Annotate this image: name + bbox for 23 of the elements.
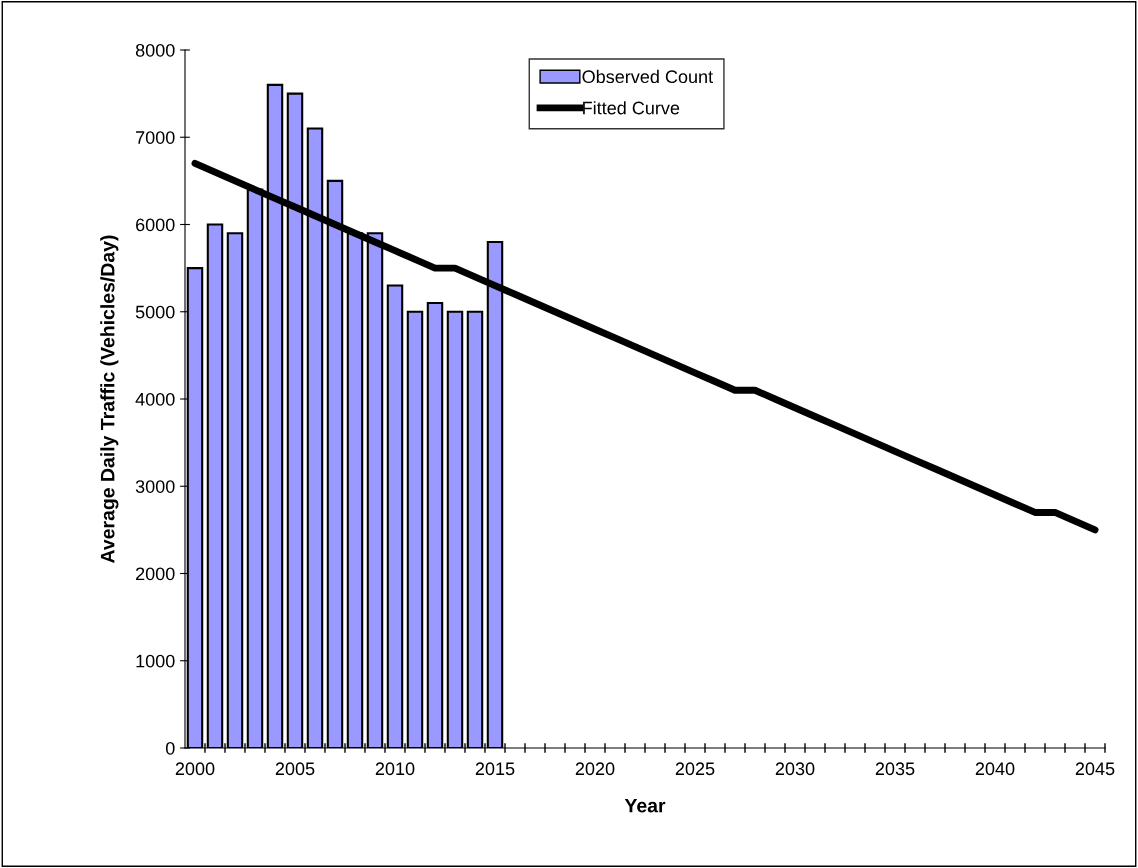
- y-tick-label: 5000: [135, 305, 175, 319]
- x-tick-label: 2020: [575, 762, 615, 776]
- y-tick-label: 1000: [136, 654, 175, 668]
- legend-label: Observed Count: [582, 69, 713, 84]
- y-tick-label: 8000: [135, 43, 175, 57]
- x-axis-title: Year: [624, 798, 666, 813]
- y-tick-label: 2000: [136, 567, 175, 581]
- y-tick-label: 3000: [135, 480, 175, 493]
- legend-label: Fitted Curve: [583, 101, 680, 115]
- x-tick-label: 2045: [1075, 762, 1115, 776]
- x-tick-label: 2010: [375, 762, 415, 776]
- y-tick-label: 4000: [135, 392, 175, 406]
- x-tick-label: 2035: [875, 762, 915, 776]
- x-tick-label: 2015: [475, 762, 515, 776]
- y-tick-label: 0: [165, 741, 175, 755]
- x-tick-label: 2040: [975, 762, 1015, 776]
- y-tick-label: 7000: [136, 131, 175, 144]
- x-tick-label: 2000: [175, 762, 215, 776]
- y-tick-label: 6000: [136, 218, 175, 232]
- x-tick-label: 2005: [275, 762, 315, 776]
- y-axis-title: Average Daily Traffic (Vehicles/Day): [100, 235, 119, 563]
- x-tick-label: 2025: [675, 762, 715, 776]
- x-tick-label: 2030: [775, 762, 815, 776]
